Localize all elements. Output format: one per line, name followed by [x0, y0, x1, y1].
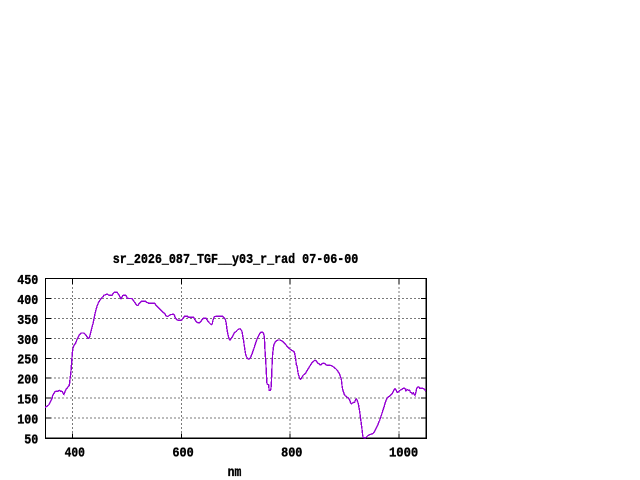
svg-text:250: 250 — [17, 354, 38, 369]
svg-text:350: 350 — [17, 314, 38, 329]
svg-text:600: 600 — [172, 446, 193, 461]
svg-text:300: 300 — [17, 334, 38, 349]
svg-text:800: 800 — [281, 446, 302, 461]
svg-text:200: 200 — [17, 374, 38, 389]
svg-text:450: 450 — [17, 274, 38, 289]
svg-text:50: 50 — [24, 434, 38, 449]
svg-text:400: 400 — [65, 446, 85, 461]
svg-text:400: 400 — [17, 294, 38, 309]
svg-text:1000: 1000 — [389, 446, 418, 461]
svg-text:150: 150 — [17, 394, 38, 409]
svg-text:100: 100 — [17, 414, 38, 429]
svg-text:nm: nm — [228, 466, 242, 480]
svg-text:sr_2026_087_TGF__y03_r_rad 07-: sr_2026_087_TGF__y03_r_rad 07-06-00 — [113, 253, 358, 268]
